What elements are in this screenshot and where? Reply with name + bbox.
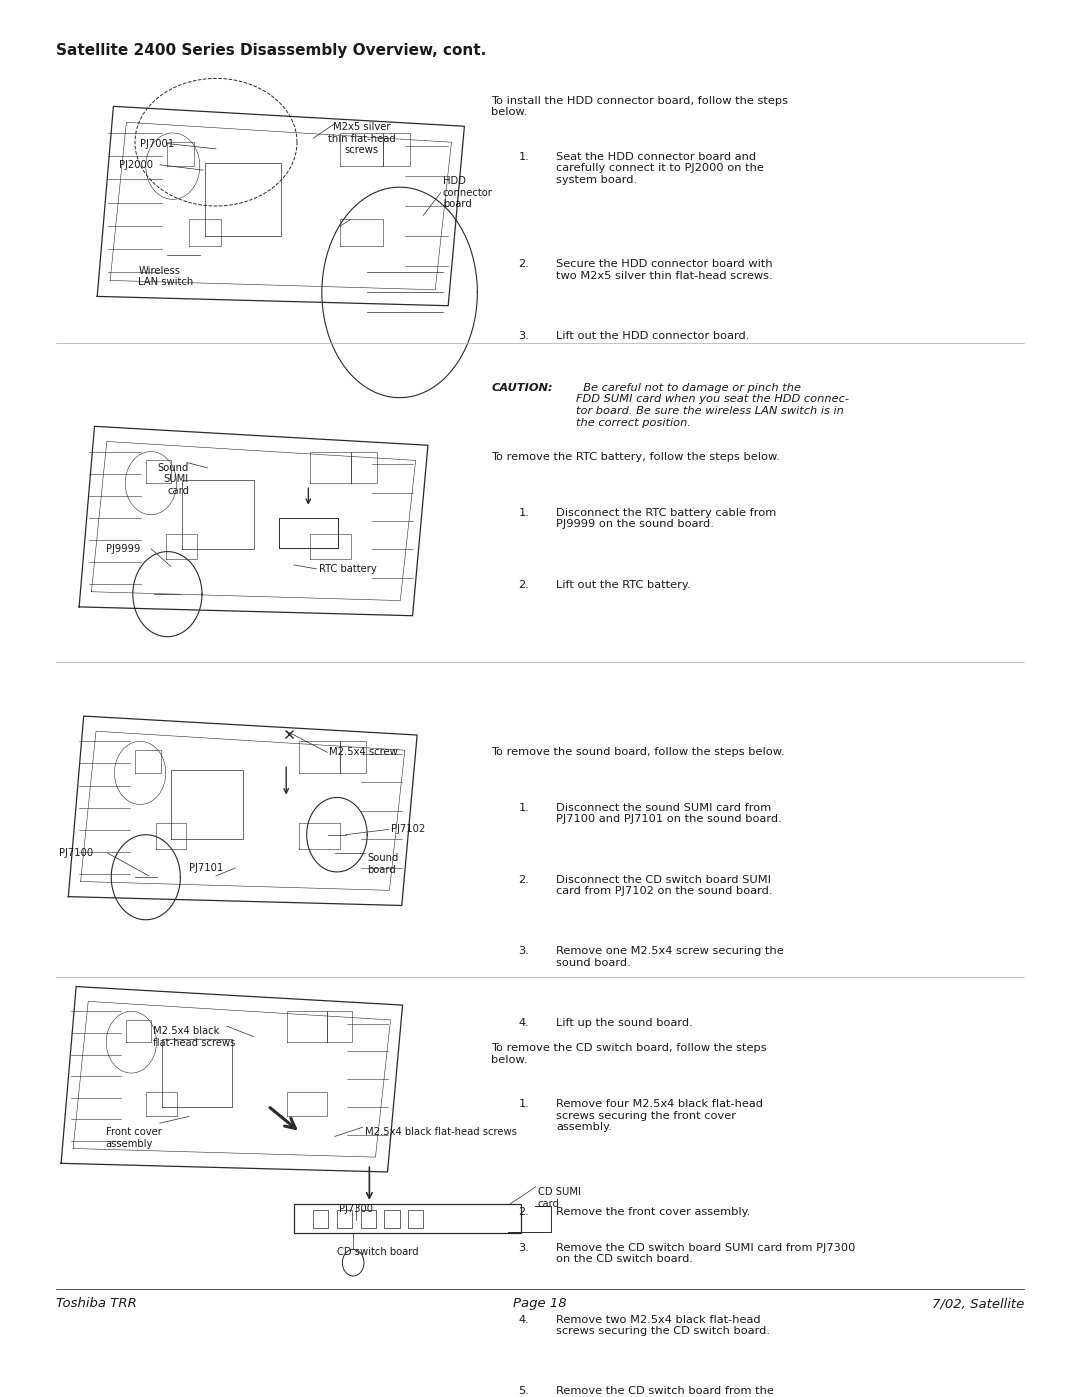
Text: To remove the sound board, follow the steps below.: To remove the sound board, follow the st… [491, 747, 785, 757]
Text: PJ7102: PJ7102 [391, 824, 426, 834]
Text: 2.: 2. [518, 875, 529, 884]
Bar [361, 1210, 376, 1228]
Text: CD SUMI
card: CD SUMI card [538, 1187, 581, 1208]
Text: Sound
SUMI
card: Sound SUMI card [158, 462, 189, 496]
Text: PJ7300: PJ7300 [339, 1204, 374, 1214]
Text: CD switch board: CD switch board [337, 1246, 419, 1257]
Text: 1.: 1. [518, 151, 529, 162]
Text: CAUTION:: CAUTION: [491, 383, 553, 393]
Text: HDD
connector
board: HDD connector board [443, 176, 492, 210]
Text: 1.: 1. [518, 803, 529, 813]
Text: Remove the CD switch board SUMI card from PJ7300
on the CD switch board.: Remove the CD switch board SUMI card fro… [556, 1243, 855, 1264]
Text: Toshiba TRR: Toshiba TRR [56, 1298, 137, 1310]
Text: Sound
board: Sound board [367, 854, 399, 875]
Text: Wireless
LAN switch: Wireless LAN switch [138, 265, 193, 288]
Text: 3.: 3. [518, 946, 529, 957]
Text: M2.5x4 screw: M2.5x4 screw [329, 747, 399, 757]
Text: PJ9999: PJ9999 [106, 543, 140, 555]
Text: 4.: 4. [518, 1315, 529, 1324]
Text: Be careful not to damage or pinch the
FDD SUMI card when you seat the HDD connec: Be careful not to damage or pinch the FD… [576, 383, 849, 427]
Text: 2.: 2. [518, 580, 529, 590]
Text: 5.: 5. [518, 1386, 529, 1396]
Bar [294, 1204, 521, 1234]
Text: Page 18: Page 18 [513, 1298, 567, 1310]
Text: M2x5 silver
thin flat-head
screws: M2x5 silver thin flat-head screws [328, 123, 395, 155]
Text: 1.: 1. [518, 507, 529, 518]
Text: 7/02, Satellite: 7/02, Satellite [932, 1298, 1024, 1310]
Text: Remove one M2.5x4 screw securing the
sound board.: Remove one M2.5x4 screw securing the sou… [556, 946, 784, 968]
Bar [313, 1210, 328, 1228]
Text: M2.5x4 black flat-head screws: M2.5x4 black flat-head screws [365, 1127, 517, 1137]
Text: Lift out the RTC battery.: Lift out the RTC battery. [556, 580, 691, 590]
Text: Disconnect the RTC battery cable from
PJ9999 on the sound board.: Disconnect the RTC battery cable from PJ… [556, 507, 777, 529]
Text: Lift up the sound board.: Lift up the sound board. [556, 1018, 693, 1028]
Text: Disconnect the CD switch board SUMI
card from PJ7102 on the sound board.: Disconnect the CD switch board SUMI card… [556, 875, 772, 897]
Bar [408, 1210, 423, 1228]
Text: PJ7100: PJ7100 [59, 848, 94, 858]
Text: Secure the HDD connector board with
two M2x5 silver thin flat-head screws.: Secure the HDD connector board with two … [556, 260, 773, 281]
Text: RTC battery: RTC battery [319, 564, 376, 574]
Text: M2.5x4 black
flat-head screws: M2.5x4 black flat-head screws [153, 1027, 235, 1048]
Text: 4.: 4. [518, 1018, 529, 1028]
Text: Remove two M2.5x4 black flat-head
screws securing the CD switch board.: Remove two M2.5x4 black flat-head screws… [556, 1315, 770, 1336]
Text: 2.: 2. [518, 260, 529, 270]
Text: Seat the HDD connector board and
carefully connect it to PJ2000 on the
system bo: Seat the HDD connector board and careful… [556, 151, 764, 184]
Text: To remove the RTC battery, follow the steps below.: To remove the RTC battery, follow the st… [491, 451, 780, 462]
Text: Disconnect the sound SUMI card from
PJ7100 and PJ7101 on the sound board.: Disconnect the sound SUMI card from PJ71… [556, 803, 782, 824]
Text: Remove the CD switch board from the
front cover assembly.: Remove the CD switch board from the fron… [556, 1386, 774, 1397]
Text: Remove the front cover assembly.: Remove the front cover assembly. [556, 1207, 751, 1217]
Text: PJ7101: PJ7101 [189, 863, 224, 873]
Text: To remove the CD switch board, follow the steps
below.: To remove the CD switch board, follow th… [491, 1044, 767, 1065]
Bar [337, 1210, 352, 1228]
Text: Satellite 2400 Series Disassembly Overview, cont.: Satellite 2400 Series Disassembly Overvi… [56, 42, 486, 57]
Text: Lift out the HDD connector board.: Lift out the HDD connector board. [556, 331, 750, 341]
Text: Remove four M2.5x4 black flat-head
screws securing the front cover
assembly.: Remove four M2.5x4 black flat-head screw… [556, 1099, 764, 1133]
Bar [384, 1210, 400, 1228]
Text: Front cover
assembly: Front cover assembly [106, 1127, 162, 1148]
Text: 3.: 3. [518, 1243, 529, 1253]
Text: 3.: 3. [518, 331, 529, 341]
Text: 2.: 2. [518, 1207, 529, 1217]
Text: To install the HDD connector board, follow the steps
below.: To install the HDD connector board, foll… [491, 96, 788, 117]
Text: 1.: 1. [518, 1099, 529, 1109]
Text: PJ2000: PJ2000 [119, 159, 152, 170]
Text: PJ7001: PJ7001 [140, 138, 175, 148]
